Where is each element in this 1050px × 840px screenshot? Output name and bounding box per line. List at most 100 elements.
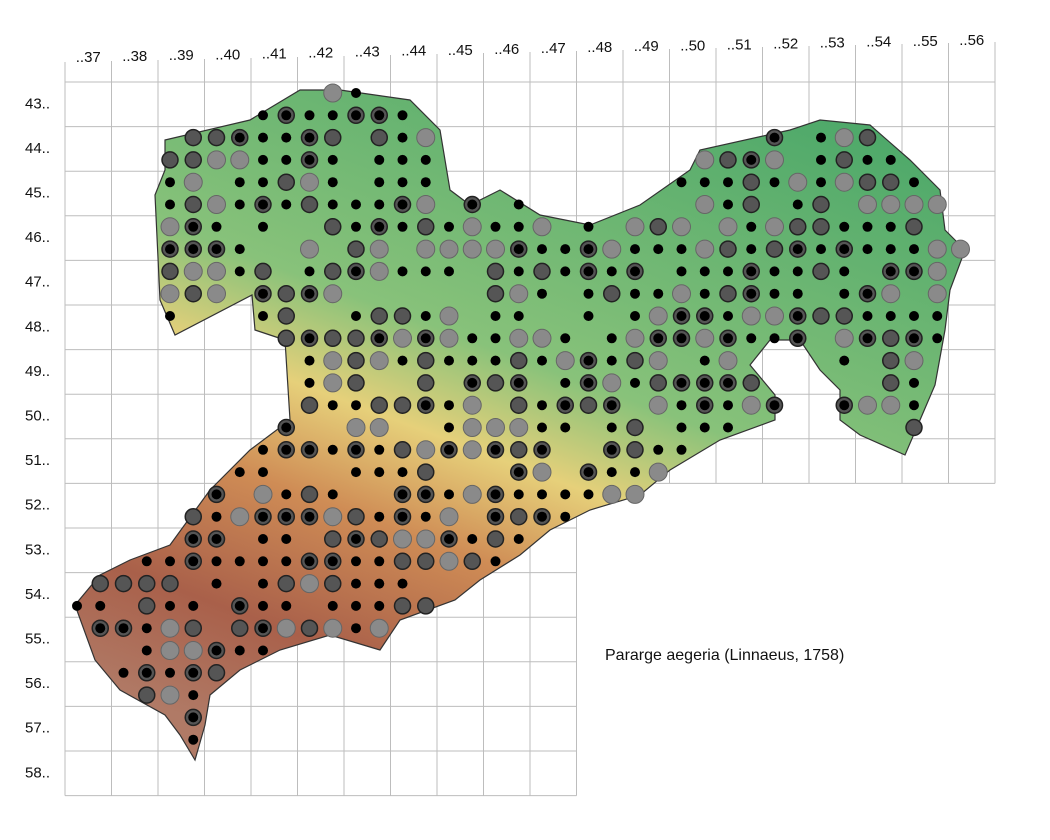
dot (188, 556, 199, 567)
dot (369, 351, 389, 371)
dot (699, 355, 710, 366)
dot (234, 645, 245, 656)
dot (719, 284, 737, 303)
dot (583, 467, 594, 478)
dot (769, 132, 780, 143)
dot (351, 534, 361, 544)
dot (417, 463, 435, 481)
dot (858, 173, 877, 191)
dot (327, 110, 338, 121)
dot (281, 199, 292, 210)
dot (304, 266, 315, 277)
dot (276, 618, 296, 638)
dot (258, 645, 268, 656)
dot (839, 266, 850, 277)
dot (369, 418, 389, 437)
dot (812, 262, 830, 281)
dot (370, 128, 388, 147)
dot (909, 311, 919, 321)
dot (327, 177, 338, 188)
dot (207, 284, 226, 304)
dot (816, 132, 826, 143)
dot (462, 395, 482, 415)
dot (746, 154, 757, 165)
dot (351, 221, 361, 232)
dot (439, 551, 459, 571)
dot (374, 556, 385, 567)
dot (258, 311, 268, 321)
dot (300, 574, 319, 594)
dot (374, 110, 385, 121)
dot (444, 355, 454, 366)
dot (184, 195, 202, 214)
dot (324, 329, 342, 348)
dot (695, 150, 715, 170)
dot (207, 261, 226, 281)
dot (630, 288, 640, 299)
dot (277, 307, 295, 325)
dot (165, 600, 175, 611)
dot (723, 422, 733, 433)
row-label: 56.. (25, 675, 50, 692)
dot (532, 217, 552, 237)
dot (742, 195, 760, 214)
dot (439, 328, 459, 348)
dot (510, 507, 528, 526)
dot (560, 244, 571, 255)
dot (769, 333, 780, 344)
dot (513, 377, 524, 388)
column-label: ..46 (494, 41, 519, 58)
dot (184, 619, 202, 637)
dot (909, 400, 919, 411)
dot (234, 244, 245, 255)
dot (695, 328, 715, 348)
dot (323, 373, 343, 393)
dot (304, 377, 315, 388)
dot (742, 374, 760, 392)
dot (327, 600, 338, 611)
dot (374, 221, 385, 232)
dot (834, 328, 854, 348)
dot (583, 489, 594, 500)
column-label: ..56 (959, 32, 984, 49)
dot (812, 195, 830, 214)
row-label: 55.. (25, 630, 50, 647)
dot (277, 173, 295, 191)
row-label: 54.. (25, 586, 50, 603)
dot (165, 667, 175, 678)
dot (792, 311, 803, 321)
dot (184, 151, 202, 169)
column-label: ..39 (169, 47, 194, 64)
dot (277, 329, 295, 348)
dot (862, 221, 873, 232)
dot (188, 712, 199, 723)
column-label: ..43 (355, 44, 380, 61)
grid-labels: ..37 ..38 ..39 ..40 ..41 ..42 ..43 ..44 ..45 ..46… (25, 32, 984, 781)
dot (300, 396, 319, 414)
dot (258, 199, 268, 210)
dot (653, 288, 664, 299)
dot (602, 373, 622, 393)
dot (207, 664, 226, 682)
dot (416, 195, 436, 214)
dot (630, 467, 640, 478)
dot (444, 534, 454, 544)
dot (417, 374, 435, 392)
dot (188, 600, 199, 611)
dot (816, 244, 826, 255)
dot (834, 128, 854, 148)
dot (606, 467, 617, 478)
dot (927, 261, 947, 281)
dot (513, 266, 524, 277)
row-label: 58.. (25, 764, 50, 781)
dot (839, 355, 850, 366)
dot (211, 511, 222, 522)
dot (858, 128, 877, 147)
dot (835, 151, 853, 169)
dot (882, 173, 900, 191)
dot (909, 377, 919, 388)
dot (234, 199, 245, 210)
dot (420, 333, 431, 344)
dot (560, 400, 571, 411)
dot (141, 556, 152, 567)
